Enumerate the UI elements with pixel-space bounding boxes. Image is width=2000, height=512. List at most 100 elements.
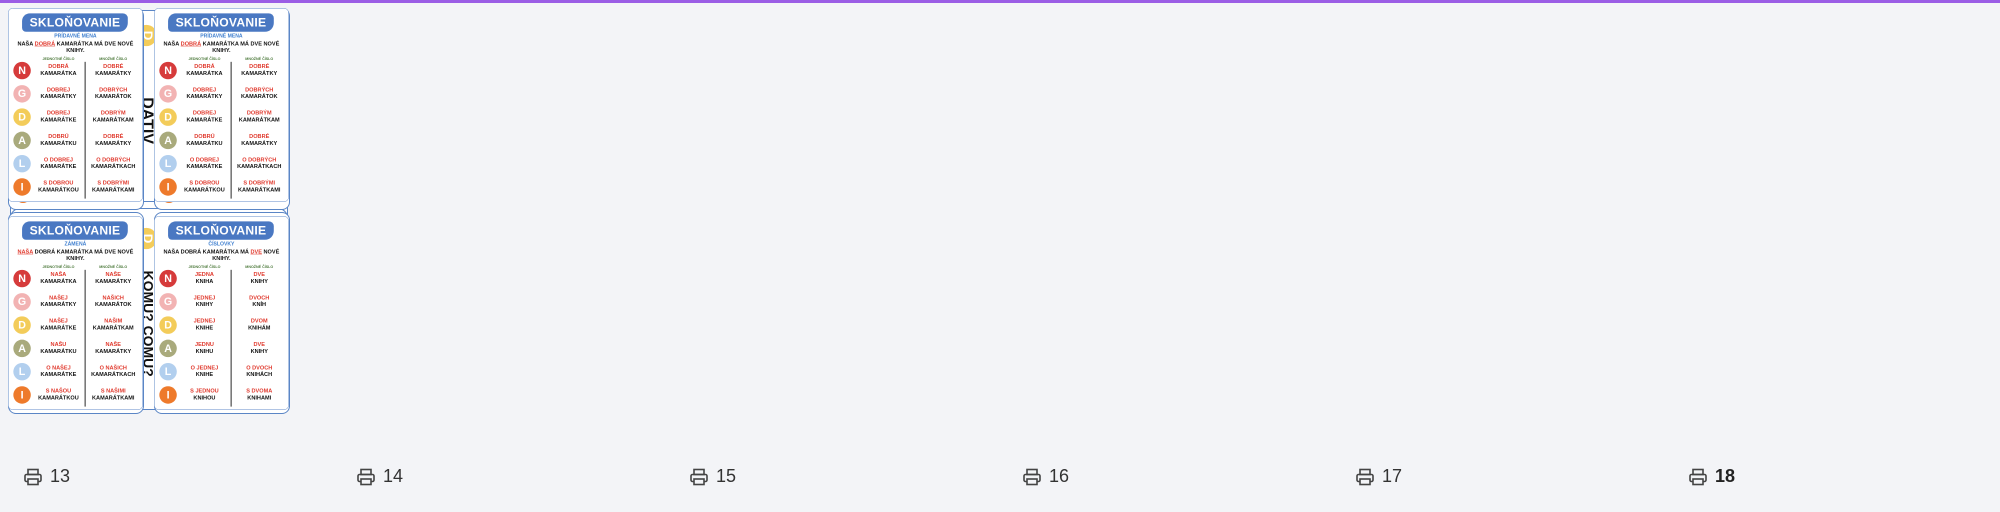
- modifier-form: DOBRÁ: [194, 63, 215, 70]
- case-letter: G: [13, 293, 31, 311]
- column-header: MNOŽNÉ ČÍSLO: [245, 56, 274, 61]
- modifier-form: DOBRÚ: [48, 133, 69, 140]
- sentence-word: KAMARÁTKA: [202, 248, 239, 255]
- column-header: MNOŽNÉ ČÍSLO: [99, 264, 128, 269]
- sentence-word: MÁ: [94, 248, 103, 255]
- case-letter: A: [13, 339, 31, 358]
- noun-form: KAMARÁTKACH: [91, 371, 136, 378]
- example-sentence: NAŠA DOBRÁ KAMARÁTKA MÁ DVE NOVÉ KNIHY.: [162, 248, 280, 262]
- noun-form: KAMARÁTOK: [241, 93, 278, 100]
- noun-form: KAMARÁTKY: [186, 93, 223, 100]
- modifier-form: NAŠEJ: [49, 318, 68, 325]
- modifier-form: DOBRÚ: [194, 133, 215, 140]
- case-letter: N: [159, 269, 177, 288]
- page-number: 16: [1049, 466, 1070, 486]
- modifier-form: O DOBRÝCH: [242, 156, 277, 163]
- print-icon: [690, 468, 708, 486]
- modifier-form: DVOCH: [249, 295, 270, 301]
- sentence-word: KAMARÁTKA: [202, 40, 239, 47]
- print-icon: [1023, 468, 1041, 486]
- noun-form: KAMARÁTKU: [186, 140, 223, 147]
- modifier-form: O DOBRÝCH: [96, 156, 131, 163]
- case-letter: D: [159, 316, 177, 334]
- modifier-form: JEDNA: [194, 271, 214, 278]
- sentence-word: DOBRÁ: [180, 40, 202, 47]
- modifier-form: NAŠIM: [104, 318, 123, 325]
- column-divider: [230, 61, 232, 199]
- noun-form: KAMARÁTKE: [40, 325, 77, 331]
- sentence-word: NAŠA: [163, 248, 180, 255]
- modifier-form: S DVOMA: [246, 388, 273, 394]
- title-banner: SKLOŇOVANIE: [168, 13, 274, 32]
- print-icon: [357, 468, 375, 486]
- noun-form: KAMARÁTKU: [40, 348, 77, 355]
- modifier-form: DVOM: [250, 318, 268, 325]
- modifier-form: O NAŠEJ: [46, 364, 71, 371]
- page-number: 14: [383, 466, 404, 486]
- noun-form: KAMARÁTKOU: [38, 186, 79, 193]
- modifier-form: JEDNEJ: [193, 295, 216, 301]
- modifier-form: DOBRÝM: [100, 110, 126, 117]
- case-letter: G: [159, 85, 177, 103]
- sentence-word: DOBRÁ: [34, 248, 56, 255]
- noun-form: KAMARÁTKY: [95, 140, 132, 147]
- noun-form: KNIHOU: [193, 394, 216, 401]
- noun-form: KAMARÁTKY: [95, 348, 132, 355]
- noun-form: KAMARÁTKE: [40, 117, 77, 123]
- noun-form: KNIHE: [195, 325, 214, 331]
- modifier-form: O DOBREJ: [189, 156, 220, 163]
- case-letter: G: [13, 85, 31, 103]
- sentence-word: NAŠA: [17, 40, 34, 47]
- sentence-word: NOVÉ: [263, 40, 280, 47]
- noun-form: KAMARÁTKAMI: [238, 186, 281, 193]
- case-letter: I: [159, 178, 177, 196]
- sentence-word: KNIHY.: [66, 47, 85, 54]
- case-letter: D: [159, 108, 177, 126]
- noun-form: KNIHA: [195, 278, 214, 285]
- modifier-form: O JEDNEJ: [190, 364, 219, 371]
- column-divider: [230, 269, 232, 407]
- sentence-word: KNIHY.: [66, 255, 85, 262]
- case-letter: D: [13, 316, 31, 334]
- modifier-form: S NAŠIMI: [100, 388, 126, 394]
- noun-form: KNIHAMI: [247, 394, 272, 401]
- subtitle: ZÁMENÁ: [64, 241, 87, 248]
- noun-form: KAMARÁTKAM: [92, 117, 134, 123]
- modifier-form: S DOBROU: [43, 180, 74, 186]
- noun-form: KAMARÁTKY: [40, 301, 77, 308]
- noun-form: KAMARÁTKE: [40, 163, 77, 170]
- noun-form: KAMARÁTKACH: [91, 163, 136, 170]
- noun-form: KAMARÁTKY: [40, 93, 77, 100]
- sentence-word: NAŠA: [163, 40, 180, 47]
- sentence-word: MÁ: [94, 40, 103, 47]
- noun-form: KAMARÁTKY: [95, 278, 132, 285]
- noun-form: KNIHÁCH: [246, 371, 273, 378]
- modifier-form: NAŠA: [50, 271, 67, 278]
- sentence-word: DVE: [250, 40, 262, 47]
- case-letter: A: [159, 339, 177, 358]
- noun-form: KNIHY: [195, 301, 214, 308]
- print-icon: [1689, 468, 1707, 486]
- modifier-form: O DVOCH: [246, 364, 273, 371]
- page-number: 15: [716, 466, 737, 486]
- title-banner: SKLOŇOVANIE: [22, 13, 128, 32]
- modifier-form: S NAŠOU: [45, 388, 72, 394]
- column-header: MNOŽNÉ ČÍSLO: [245, 264, 274, 269]
- sentence-word: DOBRÁ: [34, 40, 56, 47]
